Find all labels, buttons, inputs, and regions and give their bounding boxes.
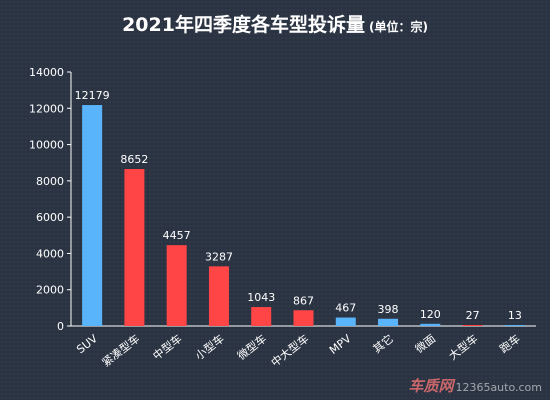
- data-label: 398: [378, 303, 399, 316]
- y-tick-label: 4000: [36, 247, 64, 260]
- y-tick-label: 10000: [29, 139, 64, 152]
- x-tick-label: 大型车: [446, 331, 481, 362]
- chart-title: 2021年四季度各车型投诉量: [122, 14, 365, 36]
- data-label: 4457: [163, 229, 191, 242]
- data-label: 8652: [120, 153, 148, 166]
- data-label: 467: [335, 302, 356, 315]
- bar-6: [335, 317, 356, 326]
- data-label: 867: [293, 294, 314, 307]
- x-tick-label: 小型车: [192, 331, 227, 362]
- watermark-brand: 车质网: [408, 377, 454, 395]
- data-label: 12179: [75, 89, 110, 102]
- bar-1: [124, 169, 145, 326]
- x-tick-label: 紧凑型车: [99, 331, 142, 369]
- y-tick-label: 14000: [29, 66, 64, 79]
- chart-title-block: 2021年四季度各车型投诉量 (单位：宗): [0, 10, 550, 37]
- x-tick-label: 其它: [370, 331, 396, 356]
- x-tick-label: SUV: [74, 332, 100, 356]
- bar-9: [462, 325, 483, 326]
- y-tick-label: 0: [57, 320, 64, 333]
- y-tick-label: 2000: [36, 284, 64, 297]
- chart-unit: (单位：宗): [368, 20, 428, 34]
- x-tick-label: MPV: [327, 332, 354, 357]
- y-tick-label: 6000: [36, 211, 64, 224]
- bar-2: [166, 245, 187, 326]
- x-tick-label: 中型车: [150, 331, 185, 362]
- bar-0: [82, 105, 103, 326]
- bar-10: [504, 325, 525, 326]
- data-label: 13: [508, 309, 522, 322]
- data-label: 120: [420, 308, 441, 321]
- watermark-site: 12365auto.com: [455, 381, 542, 394]
- data-label: 27: [466, 309, 480, 322]
- x-tick-label: 微型车: [234, 331, 269, 362]
- bar-4: [251, 307, 272, 326]
- y-tick-label: 12000: [29, 102, 64, 115]
- bar-8: [420, 323, 441, 326]
- bar-5: [293, 310, 314, 326]
- x-tick-label: 跑车: [497, 331, 523, 356]
- bar-3: [208, 266, 229, 326]
- x-tick-label: 微面: [412, 331, 438, 356]
- x-tick-label: 中大型车: [268, 331, 311, 369]
- bar-7: [378, 318, 399, 326]
- watermark: 车质网 12365auto.com: [408, 375, 542, 396]
- data-label: 1043: [247, 291, 275, 304]
- y-tick-label: 8000: [36, 175, 64, 188]
- data-label: 3287: [205, 250, 233, 263]
